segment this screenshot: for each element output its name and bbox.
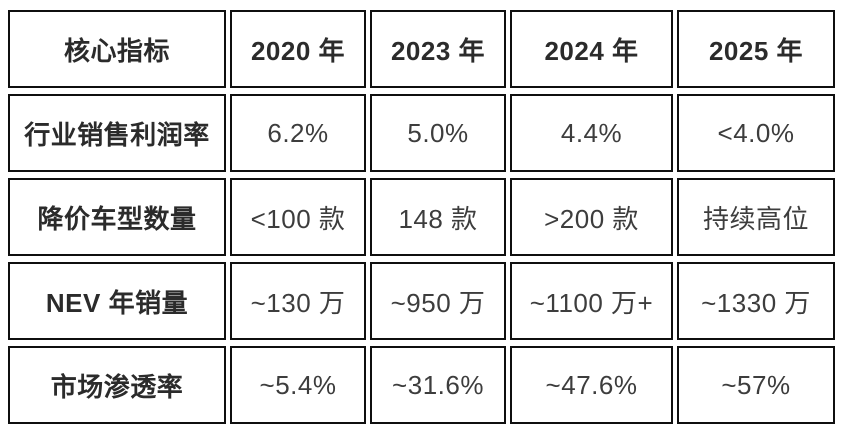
data-cell-penetration-2025: ~57% xyxy=(677,346,835,424)
header-cell-2020: 2020 年 xyxy=(230,10,366,88)
header-cell-2025: 2025 年 xyxy=(677,10,835,88)
data-cell-profit-2025: <4.0% xyxy=(677,94,835,172)
data-cell-penetration-2024: ~47.6% xyxy=(510,346,673,424)
header-cell-2023: 2023 年 xyxy=(370,10,506,88)
data-cell-models-2020: <100 款 xyxy=(230,178,366,256)
header-cell-2024: 2024 年 xyxy=(510,10,673,88)
data-cell-nev-2025: ~1330 万 xyxy=(677,262,835,340)
data-cell-models-2023: 148 款 xyxy=(370,178,506,256)
metrics-grid: 核心指标 2020 年 2023 年 2024 年 2025 年 行业销售利润率… xyxy=(8,10,835,424)
row-label-profit-margin: 行业销售利润率 xyxy=(8,94,226,172)
row-label-nev-sales: NEV 年销量 xyxy=(8,262,226,340)
data-cell-nev-2020: ~130 万 xyxy=(230,262,366,340)
metrics-table: 核心指标 2020 年 2023 年 2024 年 2025 年 行业销售利润率… xyxy=(8,10,835,424)
data-cell-profit-2024: 4.4% xyxy=(510,94,673,172)
data-cell-models-2025: 持续高位 xyxy=(677,178,835,256)
data-cell-penetration-2023: ~31.6% xyxy=(370,346,506,424)
header-cell-core-metric: 核心指标 xyxy=(8,10,226,88)
data-cell-profit-2023: 5.0% xyxy=(370,94,506,172)
data-cell-nev-2024: ~1100 万+ xyxy=(510,262,673,340)
row-label-penetration: 市场渗透率 xyxy=(8,346,226,424)
data-cell-nev-2023: ~950 万 xyxy=(370,262,506,340)
row-label-price-cut-models: 降价车型数量 xyxy=(8,178,226,256)
data-cell-profit-2020: 6.2% xyxy=(230,94,366,172)
data-cell-penetration-2020: ~5.4% xyxy=(230,346,366,424)
data-cell-models-2024: >200 款 xyxy=(510,178,673,256)
